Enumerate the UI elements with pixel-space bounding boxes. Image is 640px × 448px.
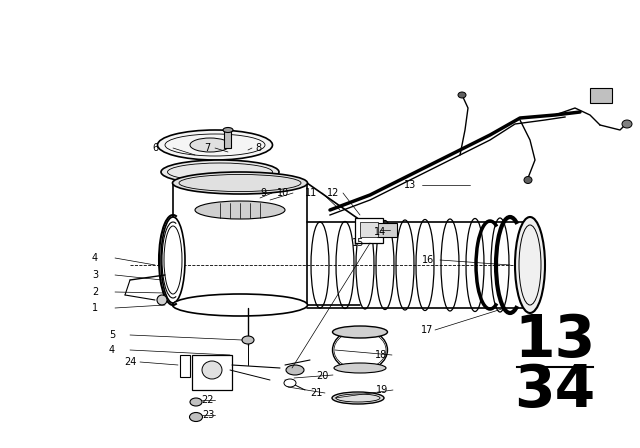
Ellipse shape: [333, 329, 387, 371]
Text: 7: 7: [204, 143, 210, 153]
Text: 13: 13: [515, 311, 596, 369]
Text: 5: 5: [109, 330, 115, 340]
Text: 4: 4: [109, 345, 115, 355]
Ellipse shape: [157, 130, 273, 160]
Text: 4: 4: [92, 253, 98, 263]
Ellipse shape: [284, 379, 296, 387]
Ellipse shape: [622, 120, 632, 128]
Text: 21: 21: [310, 388, 322, 398]
Ellipse shape: [333, 326, 387, 338]
Text: 2: 2: [92, 287, 98, 297]
Text: 9: 9: [260, 188, 266, 198]
Text: 1: 1: [92, 303, 98, 313]
Ellipse shape: [458, 92, 466, 98]
Text: 17: 17: [421, 325, 433, 335]
Bar: [192, 355, 232, 390]
Text: 8: 8: [255, 143, 261, 153]
Text: 19: 19: [376, 385, 388, 395]
Ellipse shape: [190, 138, 230, 152]
Text: 11: 11: [305, 188, 317, 198]
Bar: [180, 355, 190, 377]
Text: 14: 14: [374, 227, 386, 237]
Bar: [224, 130, 231, 148]
Bar: [360, 222, 378, 237]
Ellipse shape: [190, 398, 202, 406]
Text: 3: 3: [92, 270, 98, 280]
Ellipse shape: [195, 201, 285, 219]
Ellipse shape: [332, 392, 384, 404]
Text: 24: 24: [124, 357, 136, 367]
Text: 10: 10: [277, 188, 289, 198]
Ellipse shape: [161, 160, 279, 184]
Ellipse shape: [334, 363, 386, 373]
Ellipse shape: [223, 128, 233, 133]
Text: 16: 16: [422, 255, 434, 265]
Ellipse shape: [286, 365, 304, 375]
Ellipse shape: [202, 361, 222, 379]
Text: 12: 12: [327, 188, 339, 198]
Text: 20: 20: [316, 371, 328, 381]
Bar: [355, 218, 383, 243]
Ellipse shape: [189, 413, 202, 422]
Ellipse shape: [524, 177, 532, 184]
Text: 13: 13: [404, 180, 416, 190]
Ellipse shape: [157, 295, 167, 305]
Ellipse shape: [173, 294, 307, 316]
Text: 22: 22: [202, 395, 214, 405]
Bar: [377, 223, 397, 237]
Text: 18: 18: [375, 350, 387, 360]
Ellipse shape: [242, 336, 254, 344]
Ellipse shape: [161, 217, 185, 303]
Ellipse shape: [515, 217, 545, 313]
Text: 34: 34: [515, 362, 596, 418]
Text: 15: 15: [352, 238, 364, 248]
Text: 23: 23: [202, 410, 214, 420]
Text: 6: 6: [152, 143, 158, 153]
Ellipse shape: [173, 172, 307, 194]
Bar: [590, 88, 612, 103]
